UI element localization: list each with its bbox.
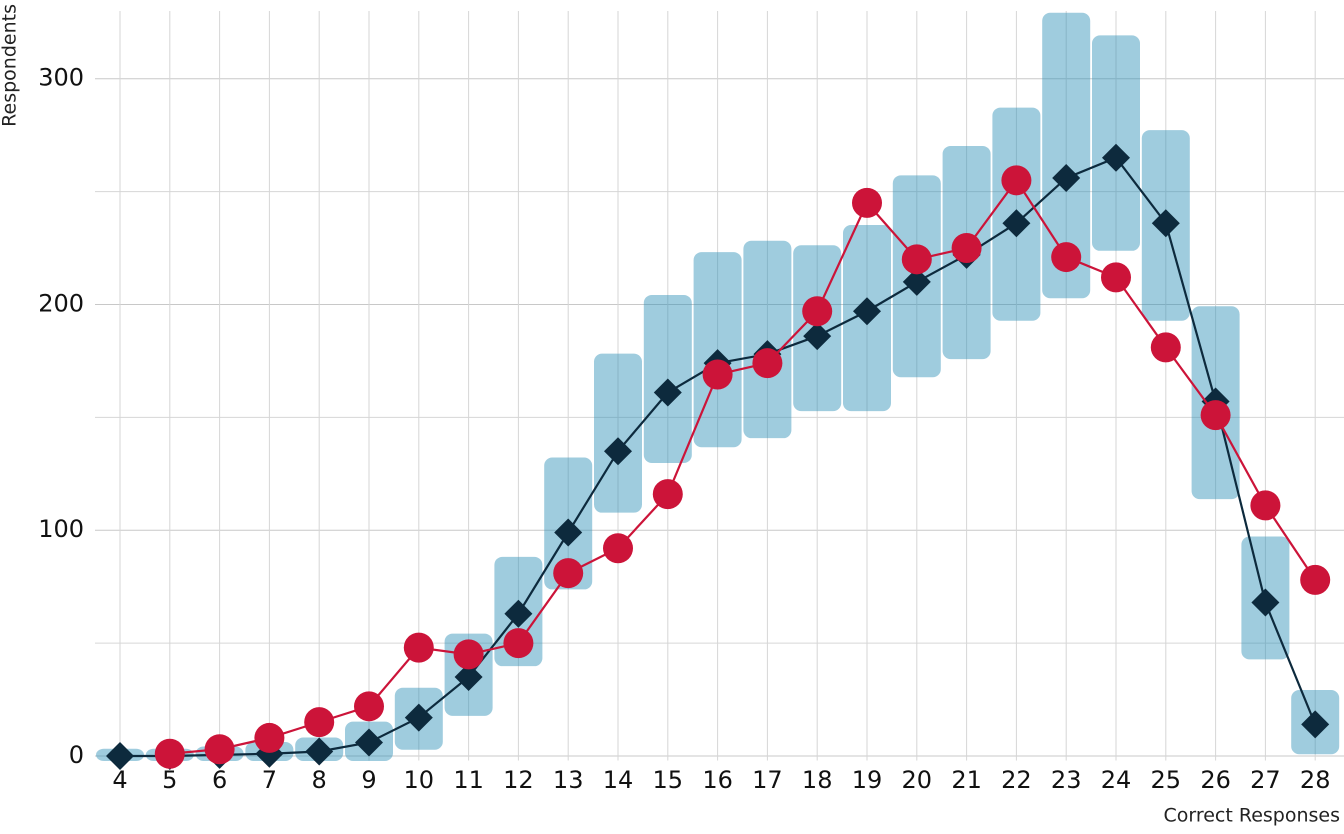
x-tick-label: 9 <box>361 766 376 794</box>
simulated-range <box>1042 12 1091 299</box>
diamond-marker <box>305 737 334 766</box>
x-tick-label: 28 <box>1300 766 1331 794</box>
circle-marker <box>852 187 882 218</box>
y-tick-label: 0 <box>69 741 84 769</box>
circle-marker <box>1250 490 1281 521</box>
circle-marker <box>403 632 434 663</box>
x-tick-label: 4 <box>112 766 127 794</box>
circle-marker <box>702 359 733 390</box>
circle-marker <box>1001 165 1032 196</box>
x-tick-label: 19 <box>852 766 883 794</box>
simulated-range <box>594 353 642 513</box>
circle-marker <box>901 244 932 275</box>
diamond-marker <box>1052 164 1081 193</box>
x-tick-label: 11 <box>453 766 484 794</box>
diamond-marker <box>404 703 433 732</box>
circle-marker <box>603 533 633 564</box>
diamond-marker <box>853 297 881 326</box>
diamond-marker <box>653 378 682 407</box>
circle-marker <box>951 233 982 264</box>
x-tick-label: 15 <box>653 766 684 794</box>
circle-marker <box>1051 242 1082 273</box>
circle-marker <box>304 707 335 738</box>
diamond-marker <box>803 322 832 351</box>
simulated-range <box>743 240 792 439</box>
x-tick-label: 5 <box>162 766 177 794</box>
x-tick-label: 12 <box>503 766 534 794</box>
circle-marker <box>1150 332 1181 363</box>
circle-marker <box>802 296 833 327</box>
circle-marker <box>553 558 584 589</box>
diamond-marker <box>1301 710 1330 739</box>
x-tick-label: 6 <box>212 766 227 794</box>
x-tick-label: 13 <box>553 766 584 794</box>
x-tick-label: 7 <box>262 766 277 794</box>
circle-marker <box>752 348 783 379</box>
x-tick-label: 23 <box>1051 766 1082 794</box>
diamond-marker <box>504 599 533 628</box>
diamond-marker <box>1251 588 1280 617</box>
x-tick-label: 21 <box>951 766 982 794</box>
diamond-marker <box>902 267 931 296</box>
x-axis-title: Correct Responses <box>1163 805 1340 827</box>
circle-marker <box>354 691 384 722</box>
circle-marker <box>154 738 185 769</box>
circle-marker <box>1101 262 1131 293</box>
x-tick-label: 24 <box>1101 766 1132 794</box>
circle-marker <box>1200 400 1231 431</box>
diamond-marker <box>554 518 583 547</box>
diamond-marker <box>1151 209 1180 238</box>
diamond-marker <box>604 437 632 466</box>
x-tick-label: 10 <box>404 766 435 794</box>
circle-marker <box>453 639 484 670</box>
circle-marker <box>254 722 285 753</box>
x-tick-label: 18 <box>802 766 833 794</box>
diamond-marker <box>106 741 134 770</box>
y-tick-label: 300 <box>38 64 84 92</box>
y-tick-label: 100 <box>38 515 84 543</box>
circle-marker <box>204 734 235 765</box>
diamond-marker <box>1002 209 1031 238</box>
circle-marker <box>652 479 683 510</box>
y-axis-title: Respondents <box>0 4 21 127</box>
x-tick-label: 14 <box>603 766 634 794</box>
diamond-marker <box>454 662 483 691</box>
x-tick-label: 8 <box>312 766 327 794</box>
simulated-range <box>1092 35 1140 251</box>
circle-marker <box>503 628 534 659</box>
x-tick-label: 22 <box>1001 766 1032 794</box>
x-tick-label: 16 <box>702 766 733 794</box>
diamond-marker <box>355 728 383 757</box>
diamond-marker <box>1102 143 1130 172</box>
x-tick-label: 17 <box>752 766 783 794</box>
x-tick-label: 20 <box>902 766 933 794</box>
y-tick-label: 200 <box>38 289 84 317</box>
x-tick-label: 25 <box>1151 766 1182 794</box>
x-tick-label: 26 <box>1200 766 1231 794</box>
circle-marker <box>1300 564 1331 595</box>
x-tick-label: 27 <box>1250 766 1281 794</box>
